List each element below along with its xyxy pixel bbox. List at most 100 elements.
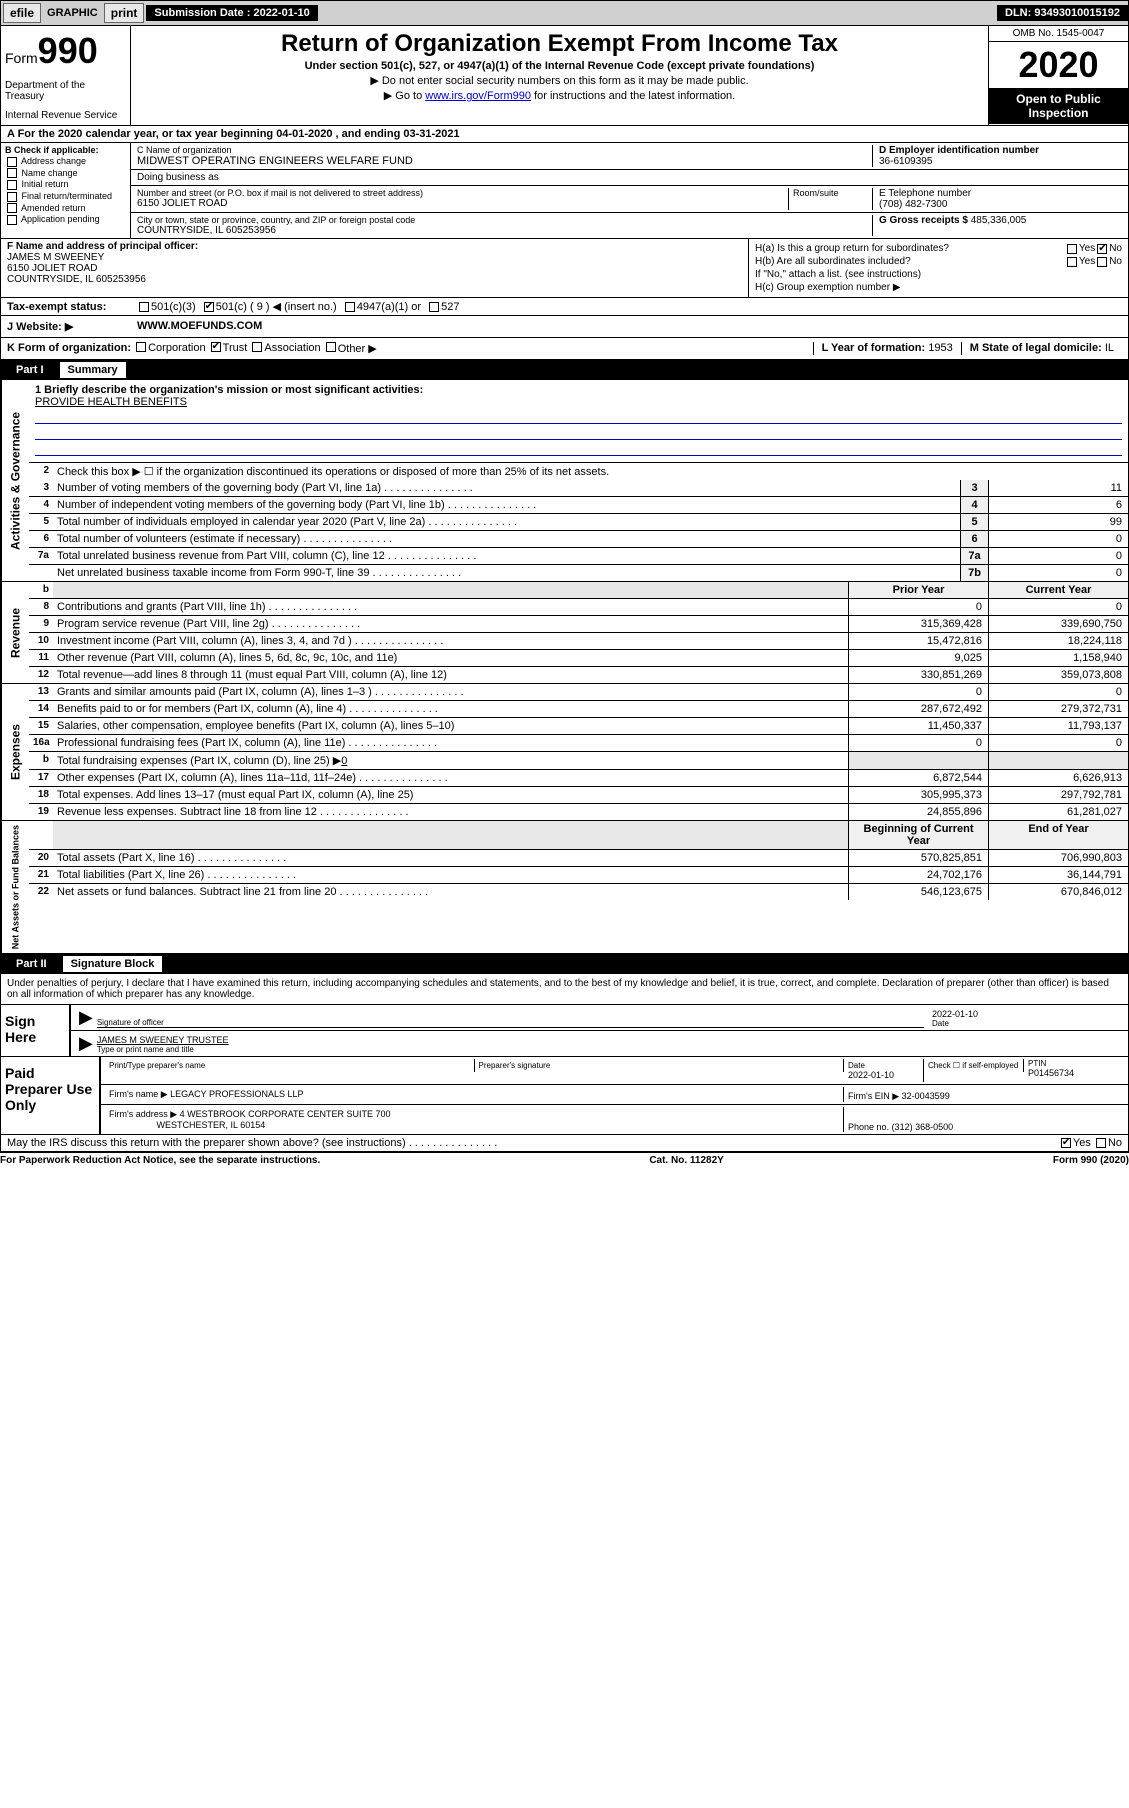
- footer-right: Form 990 (2020): [1053, 1155, 1129, 1166]
- val-6: 0: [988, 531, 1128, 547]
- box-c: C Name of organization MIDWEST OPERATING…: [131, 143, 1128, 238]
- val-7b: 0: [988, 565, 1128, 581]
- opt-trust: Trust: [223, 342, 248, 355]
- form-subtitle-2: ▶ Do not enter social security numbers o…: [139, 74, 980, 87]
- val-8c: 0: [988, 599, 1128, 615]
- yes-label: Yes: [1079, 243, 1095, 254]
- prep-date: 2022-01-10: [848, 1070, 919, 1080]
- room-label: Room/suite: [788, 188, 868, 210]
- val-18c: 297,792,781: [988, 787, 1128, 803]
- ha-no[interactable]: [1097, 244, 1107, 254]
- tab-net-assets: Net Assets or Fund Balances: [1, 821, 29, 953]
- prep-self-emp: Check ☐ if self-employed: [924, 1059, 1024, 1072]
- val-20c: 706,990,803: [988, 850, 1128, 866]
- opt-527: 527: [441, 301, 459, 313]
- cb-501c[interactable]: [204, 302, 214, 312]
- firm-ein: 32-0043599: [902, 1091, 950, 1101]
- line-18: Total expenses. Add lines 13–17 (must eq…: [53, 787, 848, 803]
- val-14p: 287,672,492: [848, 701, 988, 717]
- cb-amended[interactable]: Amended return: [5, 203, 126, 214]
- hb-no[interactable]: [1097, 257, 1107, 267]
- line-10: Investment income (Part VIII, column (A)…: [53, 633, 848, 649]
- domicile: IL: [1105, 342, 1114, 354]
- val-19c: 61,281,027: [988, 804, 1128, 820]
- governance-section: Activities & Governance 1 Briefly descri…: [0, 380, 1129, 582]
- val-19p: 24,855,896: [848, 804, 988, 820]
- open-public-2: Inspection: [991, 106, 1126, 120]
- line-12: Total revenue—add lines 8 through 11 (mu…: [53, 667, 848, 683]
- val-14c: 279,372,731: [988, 701, 1128, 717]
- col-begin: Beginning of Current Year: [848, 821, 988, 849]
- cb-527[interactable]: [429, 302, 439, 312]
- sign-here-row: Sign Here ▶ Signature of officer 2022-01…: [0, 1005, 1129, 1057]
- website-label: J Website: ▶: [7, 320, 137, 333]
- org-name-label: C Name of organization: [137, 145, 868, 155]
- cb-other[interactable]: [326, 342, 336, 352]
- cb-assoc[interactable]: [252, 342, 262, 352]
- part-1-num: Part I: [8, 362, 52, 378]
- form-number: 990: [38, 30, 98, 71]
- form-org-label: K Form of organization:: [7, 342, 131, 355]
- form-header: Form990 Department of the Treasury Inter…: [0, 26, 1129, 126]
- line-5: Total number of individuals employed in …: [53, 514, 960, 530]
- line-2: Check this box ▶ ☐ if the organization d…: [53, 463, 1128, 480]
- hb-yes[interactable]: [1067, 257, 1077, 267]
- discuss-yes[interactable]: [1061, 1138, 1071, 1148]
- hc-label: H(c) Group exemption number ▶: [755, 282, 1122, 293]
- line-3: Number of voting members of the governin…: [53, 480, 960, 496]
- no-label: No: [1109, 243, 1122, 254]
- tab-revenue: Revenue: [1, 582, 29, 683]
- line-16a: Professional fundraising fees (Part IX, …: [53, 735, 848, 751]
- ha-yes[interactable]: [1067, 244, 1077, 254]
- cb-label: Final return/terminated: [22, 191, 113, 201]
- cb-address-change[interactable]: Address change: [5, 156, 126, 167]
- cb-501c3[interactable]: [139, 302, 149, 312]
- cb-4947[interactable]: [345, 302, 355, 312]
- cb-label: Address change: [21, 156, 86, 166]
- val-17p: 6,872,544: [848, 770, 988, 786]
- line-17: Other expenses (Part IX, column (A), lin…: [53, 770, 848, 786]
- cb-final-return[interactable]: Final return/terminated: [5, 191, 126, 202]
- officer-name: JAMES M SWEENEY: [7, 252, 742, 263]
- dba-label: Doing business as: [137, 172, 868, 183]
- row-k: K Form of organization: Corporation Trus…: [0, 338, 1129, 360]
- line-14: Benefits paid to or for members (Part IX…: [53, 701, 848, 717]
- prep-date-label: Date: [848, 1061, 919, 1070]
- box-g: G Gross receipts $ 485,336,005: [872, 215, 1122, 236]
- line-13: Grants and similar amounts paid (Part IX…: [53, 684, 848, 700]
- line-6: Total number of volunteers (estimate if …: [53, 531, 960, 547]
- line-15: Salaries, other compensation, employee b…: [53, 718, 848, 734]
- form-word: Form: [5, 50, 38, 66]
- sig-date: 2022-01-10: [932, 1009, 1124, 1019]
- arrow-icon: ▶: [75, 1033, 97, 1054]
- firm-name: LEGACY PROFESSIONALS LLP: [170, 1089, 303, 1099]
- cb-trust[interactable]: [211, 342, 221, 352]
- cb-initial-return[interactable]: Initial return: [5, 179, 126, 190]
- val-11p: 9,025: [848, 650, 988, 666]
- street-value: 6150 JOLIET ROAD: [137, 198, 788, 209]
- instructions-link[interactable]: www.irs.gov/Form990: [425, 90, 531, 102]
- dln-value: 93493010015192: [1034, 7, 1120, 19]
- submission-date-cell: Submission Date : 2022-01-10: [146, 5, 317, 21]
- print-button[interactable]: print: [104, 3, 145, 23]
- dln-label: DLN:: [1005, 7, 1031, 19]
- row-j: J Website: ▶ WWW.MOEFUNDS.COM: [0, 316, 1129, 338]
- row-a-tax-year: A For the 2020 calendar year, or tax yea…: [0, 126, 1129, 143]
- revenue-section: Revenue bPrior YearCurrent Year 8Contrib…: [0, 582, 1129, 684]
- val-12p: 330,851,269: [848, 667, 988, 683]
- sign-here-label: Sign Here: [1, 1005, 71, 1056]
- yes-label: Yes: [1073, 1137, 1091, 1149]
- opt-501c3: 501(c)(3): [151, 301, 196, 313]
- discuss-no[interactable]: [1096, 1138, 1106, 1148]
- cb-corp[interactable]: [136, 342, 146, 352]
- firm-phone-label: Phone no.: [848, 1122, 889, 1132]
- cb-app-pending[interactable]: Application pending: [5, 214, 126, 225]
- val-15p: 11,450,337: [848, 718, 988, 734]
- line-19: Revenue less expenses. Subtract line 18 …: [53, 804, 848, 820]
- efile-button[interactable]: efile: [3, 3, 41, 23]
- opt-assoc: Association: [264, 342, 320, 355]
- mission-question: 1 Briefly describe the organization's mi…: [35, 384, 423, 396]
- line-16b: Total fundraising expenses (Part IX, col…: [53, 752, 848, 769]
- cb-name-change[interactable]: Name change: [5, 168, 126, 179]
- tab-governance: Activities & Governance: [1, 380, 29, 581]
